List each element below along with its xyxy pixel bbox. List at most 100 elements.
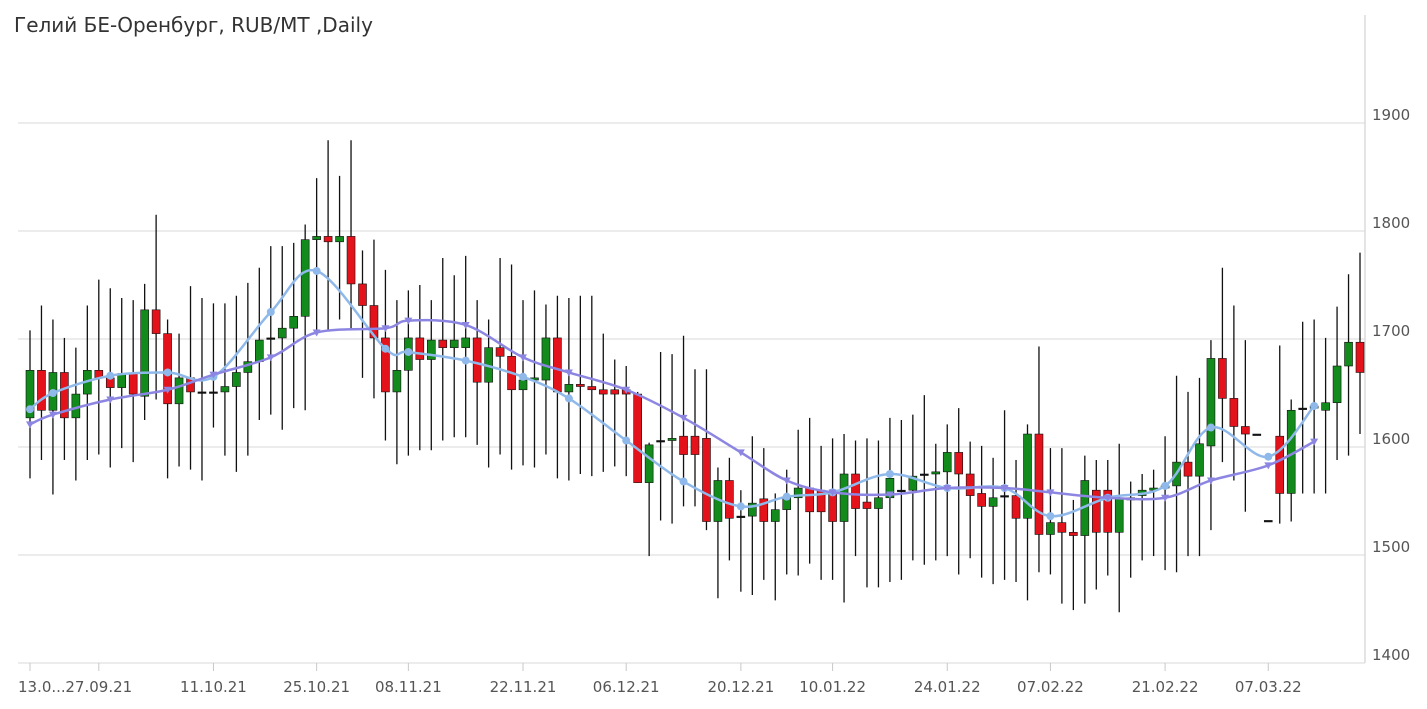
candle-body xyxy=(209,391,218,394)
candle-body xyxy=(1183,461,1193,477)
overlay-line xyxy=(29,318,1315,501)
candle-body xyxy=(541,337,551,381)
candle-body xyxy=(610,389,620,395)
candle-body xyxy=(1344,341,1353,367)
candle-body xyxy=(793,487,803,499)
overlay-marker xyxy=(106,396,115,404)
candle-body xyxy=(369,305,379,339)
overlay-marker xyxy=(48,389,57,397)
overlay-marker xyxy=(943,485,952,493)
candle-body xyxy=(770,509,780,522)
y-tick-label: 1400 xyxy=(1372,646,1410,664)
candle-body xyxy=(977,493,986,507)
overlay-marker xyxy=(885,491,894,499)
candle-body xyxy=(449,339,459,348)
overlay-marker xyxy=(1103,494,1112,502)
overlay-marker xyxy=(209,371,218,379)
overlay-marker xyxy=(1000,485,1009,493)
overlay-marker xyxy=(404,317,413,325)
candle-body xyxy=(553,337,562,393)
candle-body xyxy=(1091,489,1101,533)
candle-body xyxy=(37,370,46,411)
overlay-marker xyxy=(1264,452,1273,461)
candle-body xyxy=(1103,489,1113,533)
overlay-marker xyxy=(404,347,413,356)
candle-body xyxy=(1275,435,1285,494)
overlay-marker xyxy=(1310,438,1319,446)
overlay-marker xyxy=(1161,481,1170,490)
overlay-marker xyxy=(1161,494,1170,502)
candle-body xyxy=(415,337,425,360)
candle-body xyxy=(920,473,929,476)
candle-body xyxy=(1252,433,1262,436)
candle-body xyxy=(495,347,505,357)
candle-body xyxy=(60,372,69,419)
candle-body xyxy=(197,391,207,394)
candle-body xyxy=(679,435,688,455)
candle-body xyxy=(839,473,849,522)
candle-body xyxy=(1114,497,1124,533)
candle-body xyxy=(1298,407,1307,410)
x-tick-label: 13.0... xyxy=(18,678,66,696)
candle-body xyxy=(644,444,654,483)
candle-body xyxy=(1332,365,1342,404)
x-tick-label: 06.12.21 xyxy=(593,678,660,696)
overlay-marker xyxy=(564,394,573,403)
candle-body xyxy=(965,473,975,496)
candle-body xyxy=(323,236,333,243)
overlay-marker xyxy=(736,449,745,457)
candle-body xyxy=(1321,402,1330,411)
candle-body xyxy=(128,373,138,395)
candle-body xyxy=(140,309,149,397)
overlay-marker xyxy=(622,386,631,394)
x-tick-label: 20.12.21 xyxy=(707,678,774,696)
overlay-marker xyxy=(885,470,894,478)
overlay-marker xyxy=(26,405,34,414)
candle-body xyxy=(748,502,757,517)
candle-body xyxy=(897,489,906,493)
candle-body xyxy=(232,372,241,387)
x-tick-label: 24.01.22 xyxy=(914,678,981,696)
candle-body xyxy=(908,475,918,491)
candle-body xyxy=(220,386,230,393)
candle-body xyxy=(289,316,299,329)
candle-body xyxy=(736,515,746,518)
overlay-marker xyxy=(266,354,275,362)
overlay-marker xyxy=(828,489,837,497)
candle-body xyxy=(300,239,310,317)
overlay-marker xyxy=(163,386,172,394)
x-tick-label: 07.03.22 xyxy=(1235,678,1302,696)
candle-body xyxy=(656,440,665,443)
overlay-marker xyxy=(461,321,470,329)
candle-body xyxy=(633,393,642,483)
candle-body xyxy=(667,438,677,441)
candle-body xyxy=(1218,358,1227,399)
candle-body xyxy=(438,339,448,348)
candle-body xyxy=(759,498,769,522)
overlay-marker xyxy=(1046,489,1055,497)
x-tick-label: 10.01.22 xyxy=(799,678,866,696)
candle-body xyxy=(564,384,574,393)
candle-body xyxy=(426,339,436,360)
overlay-marker xyxy=(266,308,275,316)
candle-body xyxy=(942,452,952,473)
candle-body xyxy=(25,370,35,419)
candle-body xyxy=(1000,495,1009,498)
candle-body xyxy=(851,473,860,509)
overlay-marker xyxy=(1264,462,1273,470)
candle-body xyxy=(1241,426,1250,435)
candle-body xyxy=(518,379,528,391)
candle-body xyxy=(1229,398,1239,427)
y-tick-label: 1800 xyxy=(1372,214,1410,232)
candle-body xyxy=(312,236,321,240)
chart-title: Гелий БЕ-Оренбург, RUB/MT ,Daily xyxy=(14,13,373,37)
x-tick-label: 22.11.21 xyxy=(490,678,557,696)
candle-body xyxy=(690,435,700,455)
overlay-marker xyxy=(381,325,390,333)
overlay-marker xyxy=(519,354,528,362)
candle-body xyxy=(1023,433,1032,519)
candle-body xyxy=(954,452,964,475)
overlay-marker xyxy=(163,368,172,377)
overlay-marker xyxy=(312,329,321,337)
